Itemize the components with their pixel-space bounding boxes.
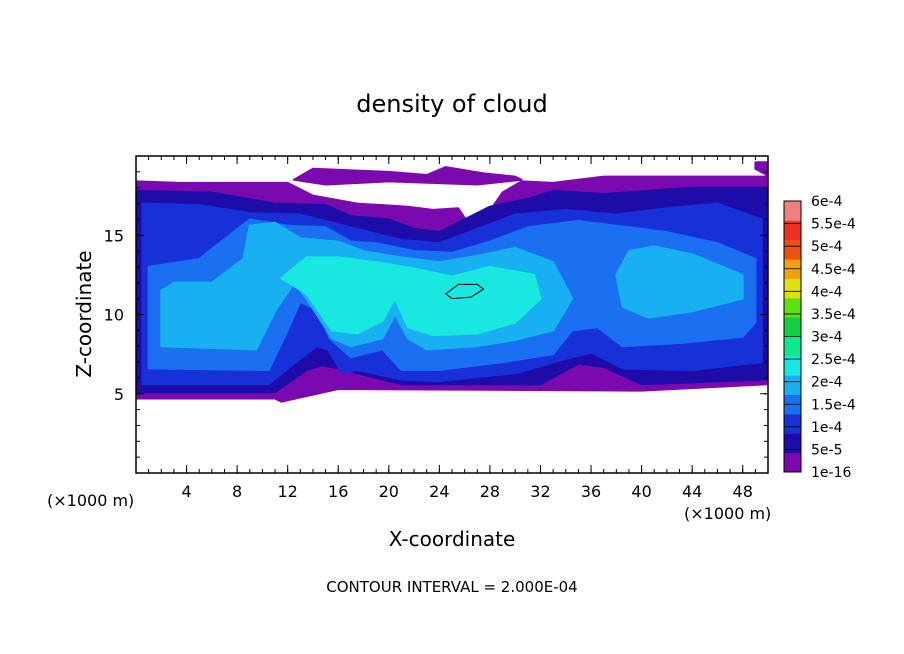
y-axis-label: Z-coordinate	[72, 250, 96, 377]
y-tick-label: 15	[104, 226, 124, 245]
x-tick-label: 20	[379, 482, 399, 501]
x-tick-label: 24	[429, 482, 449, 501]
colorbar-swatch	[784, 201, 801, 221]
contour-interval-footer: CONTOUR INTERVAL = 2.000E-04	[326, 578, 577, 596]
x-unit-left: (×1000 m)	[47, 491, 134, 510]
y-tick-label: 5	[114, 385, 124, 404]
x-tick-label: 40	[631, 482, 651, 501]
y-tick-label: 10	[104, 306, 124, 325]
level-1e-16-region-2	[293, 166, 523, 186]
plot-area	[136, 156, 768, 473]
colorbar-label: 6e-4	[811, 194, 843, 210]
colorbar-swatch	[784, 239, 801, 260]
level-2e-4-region-2	[615, 245, 744, 319]
colorbar-label: 5e-5	[811, 442, 842, 458]
colorbar-label: 3e-4	[811, 330, 843, 346]
x-tick-label: 48	[733, 482, 753, 501]
x-tick-label: 36	[581, 482, 601, 501]
colorbar-swatch	[784, 375, 801, 396]
colorbar-label: 4.5e-4	[811, 262, 856, 278]
colorbar-label: 1.5e-4	[811, 397, 856, 413]
chart-title: density of cloud	[356, 90, 547, 118]
x-axis-label: X-coordinate	[389, 527, 516, 551]
x-tick-label: 28	[480, 482, 500, 501]
colorbar-label: 1e-16	[811, 465, 851, 481]
x-tick-label: 32	[530, 482, 550, 501]
contour-line-1	[444, 283, 485, 300]
colorbar-swatch	[784, 220, 801, 241]
x-tick-label: 4	[181, 482, 191, 501]
x-unit-right: (×1000 m)	[684, 504, 771, 523]
colorbar-label: 1e-4	[811, 420, 843, 436]
colorbar-label: 5e-4	[811, 239, 843, 255]
density-contour-fields	[136, 161, 768, 403]
colorbar-swatch	[784, 433, 801, 454]
colorbar: 1e-16 5e-5 1e-4 1.5e-4 2e-4 2.5e-4 3e-4 3.5e-4 4…	[783, 194, 856, 481]
x-axis-ticks: 4 8 12 16 20 24 28 32 36 40 44 48	[135, 156, 769, 501]
x-tick-label: 8	[232, 482, 242, 501]
colorbar-label: 3.5e-4	[811, 307, 856, 323]
x-tick-label: 44	[682, 482, 702, 501]
colorbar-swatch	[784, 297, 801, 318]
colorbar-swatch	[784, 452, 801, 473]
colorbar-swatch	[784, 413, 801, 434]
colorbar-swatch	[784, 355, 801, 376]
colorbar-swatch	[784, 317, 801, 337]
colorbar-label: 2.5e-4	[811, 352, 856, 368]
colorbar-label: 5.5e-4	[811, 217, 856, 233]
colorbar-label: 4e-4	[811, 284, 843, 300]
colorbar-swatch	[784, 336, 801, 357]
colorbar-swatch	[784, 278, 801, 299]
colorbar-label: 2e-4	[811, 375, 843, 391]
level-1e-16-region-3	[754, 161, 768, 176]
x-tick-label: 12	[278, 482, 298, 501]
x-tick-label: 16	[328, 482, 348, 501]
level-2.5e-4-region-1	[280, 256, 542, 337]
y-axis-ticks: 5 10 15	[104, 155, 768, 474]
